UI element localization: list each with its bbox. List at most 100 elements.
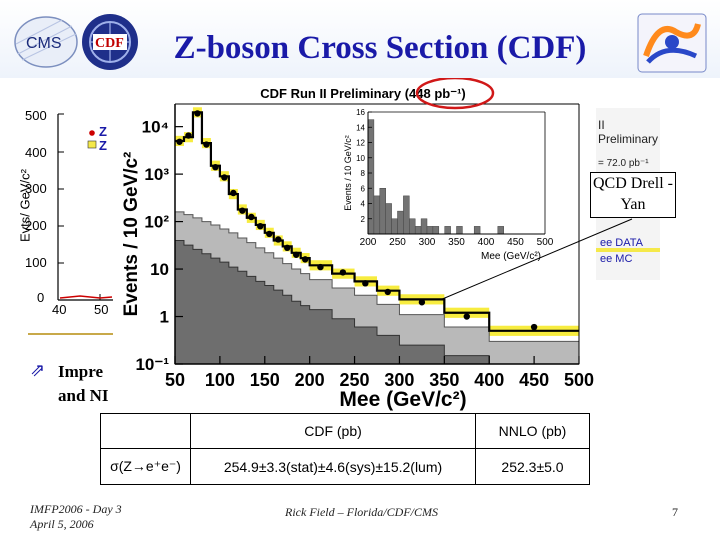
- footer-center: Rick Field – Florida/CDF/CMS: [285, 505, 438, 519]
- bg-ylabel: Evts/ GeV/c²: [17, 169, 33, 242]
- inset-bar: [444, 226, 451, 235]
- data-point: [239, 207, 246, 214]
- main-xtick-label: 400: [474, 370, 504, 390]
- data-point: [176, 138, 183, 145]
- inset-bar: [420, 218, 428, 235]
- table-cell-process: σ(Z→e⁺e⁻): [100, 448, 191, 485]
- data-point: [212, 163, 219, 171]
- bg-legend-data: Z: [99, 124, 107, 139]
- data-point: [248, 213, 255, 221]
- table-row: σ(Z→e⁺e⁻) 254.9±3.3(stat)±4.6(sys)±15.2(…: [100, 448, 590, 485]
- bg-legend-data-marker: [89, 130, 95, 136]
- bg-preliminary-fragment: II Preliminary: [598, 118, 659, 146]
- bg-ytick-400: 400: [25, 145, 47, 160]
- inset-bar: [432, 226, 440, 235]
- data-point: [266, 230, 273, 238]
- inset-xtick-label: 400: [478, 237, 495, 248]
- table-row: CDF (pb) NNLO (pb): [100, 413, 590, 449]
- lumi-highlight-ellipse: [415, 78, 495, 110]
- inset-xtick-label: 300: [419, 237, 436, 248]
- inset-bar: [456, 226, 463, 235]
- main-xlabel: Mee (GeV/c²): [339, 388, 466, 411]
- bg-xtick-40: 40: [52, 302, 67, 317]
- footer-left-line2: April 5, 2006: [30, 517, 94, 531]
- table-cell-cdf: 254.9±3.3(stat)±4.6(sys)±15.2(lum): [190, 448, 476, 485]
- bg-data-curve: [59, 295, 113, 299]
- inset-ytick-label: 4: [361, 200, 366, 209]
- main-xtick-label: 450: [519, 370, 549, 390]
- data-point: [301, 256, 309, 263]
- bg-ytick-100: 100: [25, 255, 47, 270]
- data-point: [384, 288, 391, 296]
- main-chart-svg: 2 4 6 8 10 12 14 16 200 250 300 350 400 450 500 Mee (Ge…: [121, 78, 594, 411]
- slide-title: Z-boson Cross Section (CDF): [173, 30, 587, 66]
- data-point: [339, 269, 347, 276]
- bullet-text: Impre and NI: [58, 360, 109, 408]
- inset-bar: [414, 226, 422, 235]
- main-xtick-label: 500: [564, 370, 594, 390]
- data-point: [230, 189, 237, 197]
- main-ytick-label: 10³: [144, 165, 169, 184]
- bg-ytick-300: 300: [25, 181, 47, 196]
- florida-logo: [636, 12, 708, 74]
- data-point: [284, 244, 291, 252]
- section-divider: [28, 333, 118, 335]
- page-number: 7: [672, 505, 678, 519]
- data-point: [530, 323, 538, 331]
- main-ytick-label: 10: [150, 260, 169, 279]
- table-header-cell: [100, 413, 191, 449]
- inset-ytick-label: 14: [356, 123, 365, 132]
- inset-ylabel: Events / 10 GeV/c²: [343, 135, 353, 211]
- inset-ytick-label: 2: [361, 215, 366, 224]
- inset-bar: [397, 210, 404, 235]
- data-point: [362, 280, 369, 287]
- bg-lumi-fragment: = 72.0 pb⁻¹: [598, 158, 649, 169]
- inset-xtick-label: 500: [537, 237, 554, 248]
- bg-xtick-50: 50: [94, 302, 109, 317]
- table-header-cell: NNLO (pb): [475, 413, 590, 449]
- main-chart: 2 4 6 8 10 12 14 16 200 250 300 350 400 450 500 Mee (Ge…: [113, 78, 595, 412]
- dy-fill-histogram: [174, 239, 579, 365]
- data-point: [275, 236, 282, 243]
- svg-text:CDF: CDF: [95, 36, 124, 51]
- main-ytick-label: 10⁻¹: [135, 355, 169, 374]
- inset-bar: [473, 226, 481, 235]
- bg-legend-mc-marker: [87, 140, 97, 149]
- bg-ytick-500: 500: [25, 108, 47, 123]
- data-point: [194, 110, 201, 117]
- bullet-text-line2: and NI: [58, 386, 109, 405]
- inset-bar: [391, 218, 398, 235]
- svg-text:CMS: CMS: [26, 35, 62, 52]
- bullet-arrow-icon: ⇗: [30, 360, 46, 380]
- bullet-text-line1: Impre: [58, 362, 104, 381]
- bg-mc-fragment: ee MC: [600, 253, 633, 265]
- inset-bar: [426, 226, 434, 235]
- main-ytick-label: 10⁴: [142, 118, 169, 137]
- footer-left: IMFP2006 - Day 3 April 5, 2006: [30, 502, 122, 532]
- inset-xtick-label: 250: [389, 237, 406, 248]
- inset-xtick-label: 450: [507, 237, 524, 248]
- data-point: [463, 313, 470, 320]
- data-point: [221, 174, 228, 181]
- main-ylabel: Events / 10 GeV/c²: [121, 152, 142, 317]
- main-xtick-label: 150: [250, 370, 280, 390]
- inset-bar: [497, 226, 504, 235]
- main-xtick-label: 50: [165, 370, 185, 390]
- data-point: [203, 141, 210, 148]
- data-point: [418, 299, 426, 306]
- table-header-cell: CDF (pb): [190, 413, 476, 449]
- main-xtick-label: 200: [295, 370, 325, 390]
- inset-bar: [367, 119, 375, 235]
- main-xtick-label: 100: [205, 370, 235, 390]
- inset-bar: [379, 188, 386, 235]
- inset-bar: [385, 203, 392, 235]
- main-chart-title: CDF Run II Preliminary (448 pb⁻¹): [260, 86, 466, 101]
- main-ytick-label: 10²: [144, 213, 169, 232]
- inset-xtick-label: 350: [448, 237, 465, 248]
- inset-bar: [409, 218, 416, 235]
- inset-ytick-label: 10: [356, 154, 365, 163]
- inset-ytick-label: 6: [361, 184, 366, 193]
- inset-bar: [403, 195, 410, 235]
- bg-data-fragment: ee DATA: [600, 237, 643, 249]
- inset-bar: [373, 195, 381, 235]
